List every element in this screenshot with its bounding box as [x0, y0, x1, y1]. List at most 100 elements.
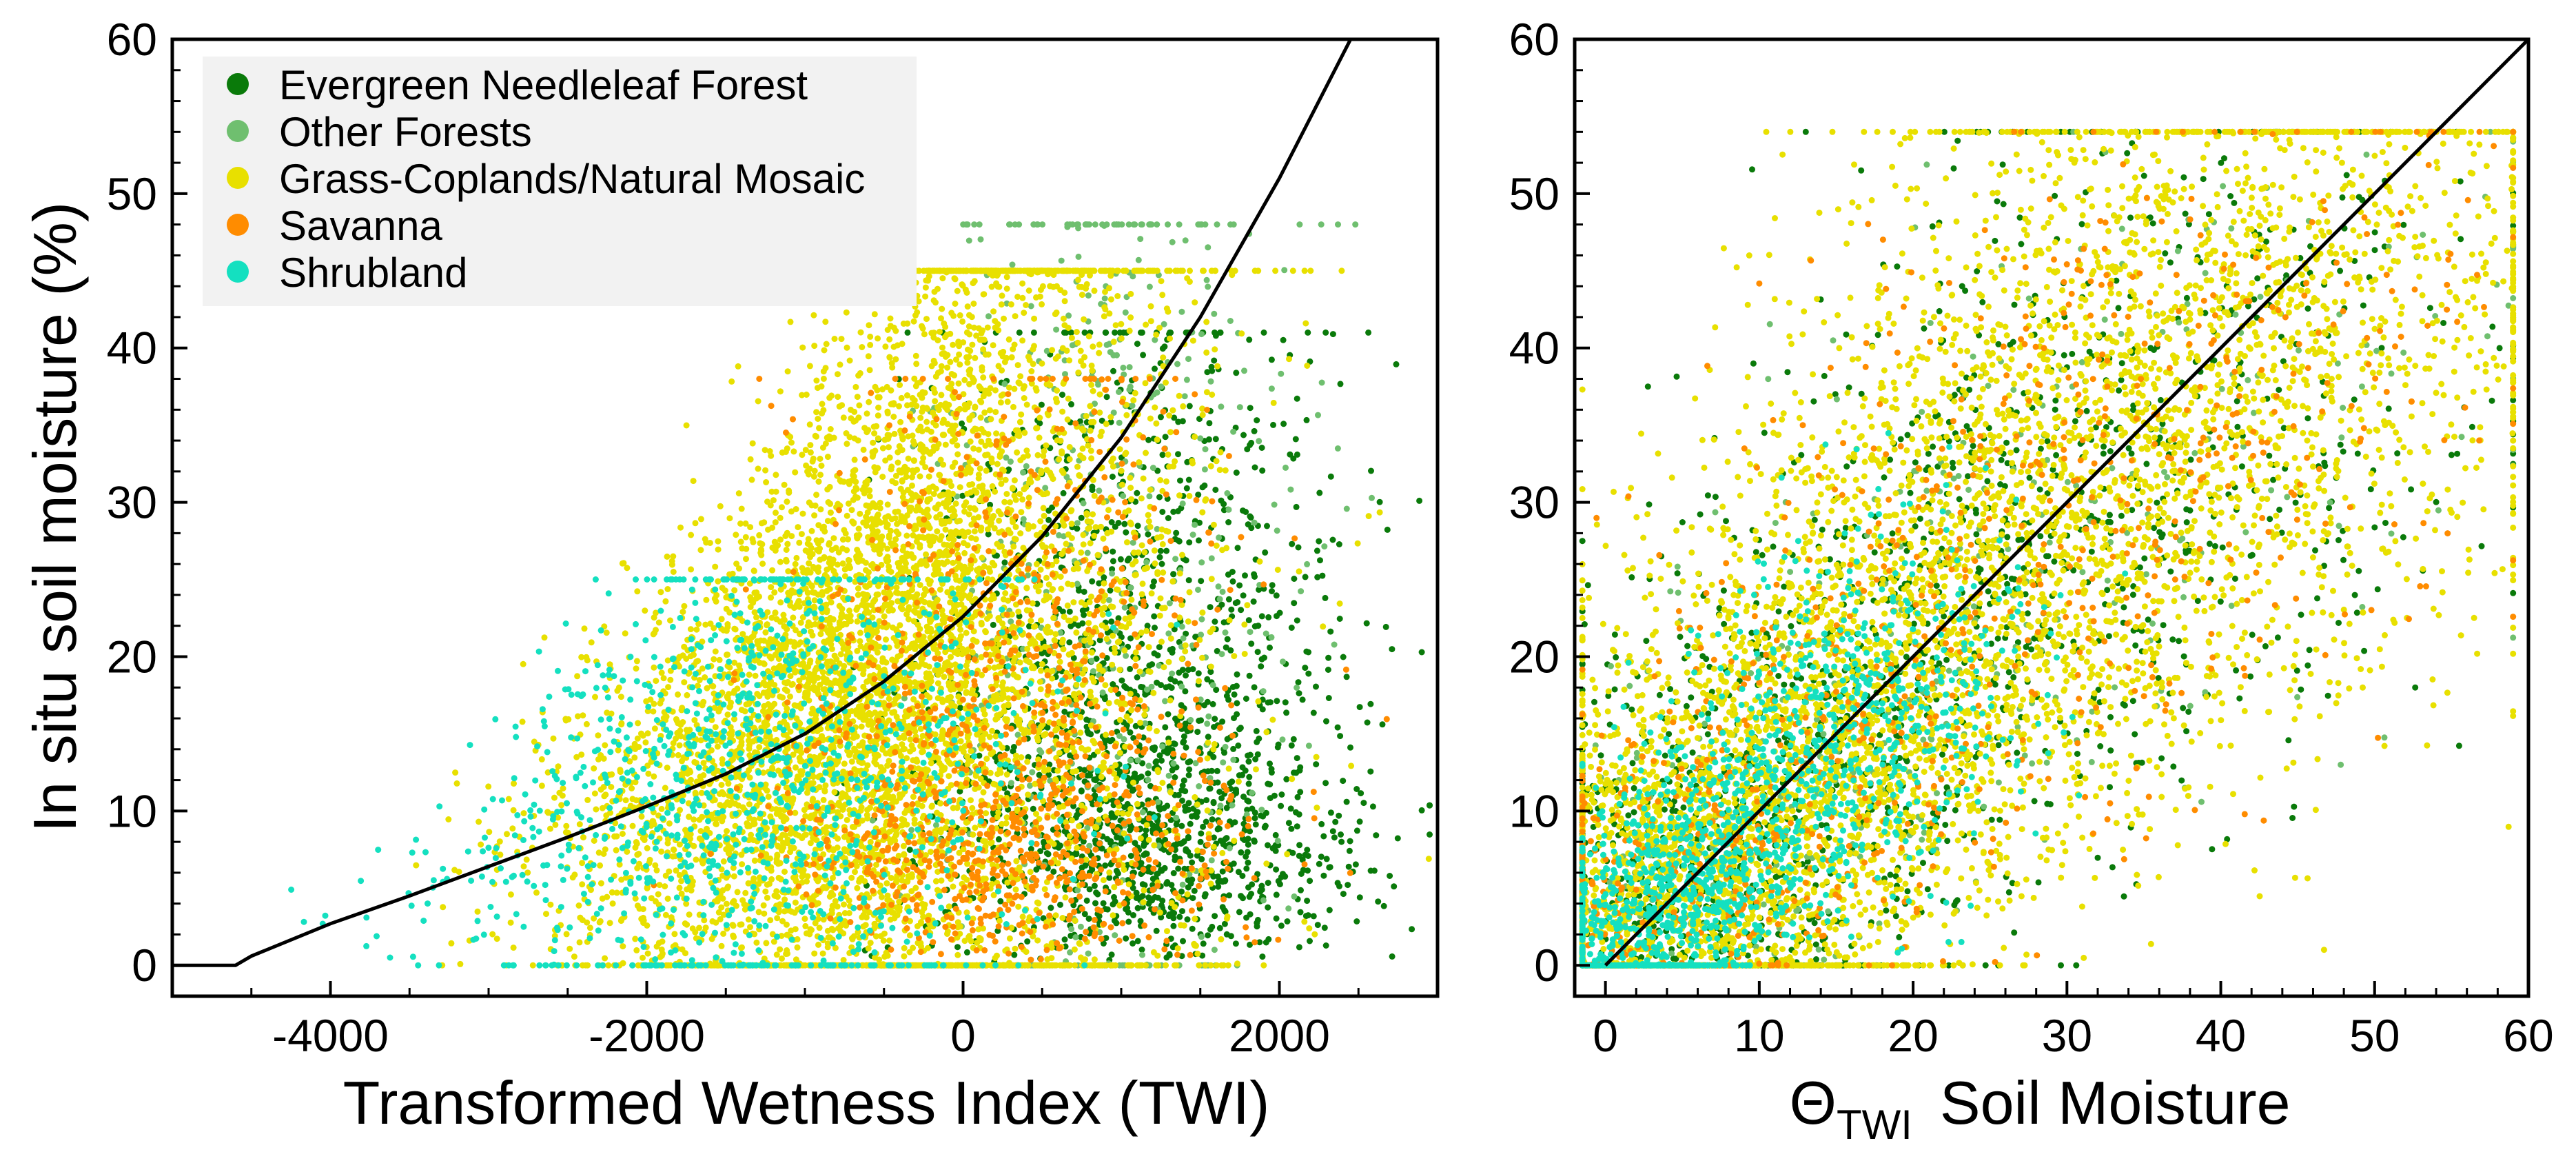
- left-data-point: [1329, 536, 1336, 543]
- left-data-point: [1208, 857, 1215, 864]
- left-data-point: [1100, 940, 1107, 947]
- left-data-point: [1223, 693, 1230, 699]
- left-data-point: [1139, 809, 1146, 816]
- left-data-point: [1251, 427, 1258, 434]
- left-data-point: [839, 560, 846, 567]
- left-data-point: [697, 516, 704, 523]
- left-data-point: [1167, 697, 1174, 704]
- left-data-point: [1081, 316, 1087, 323]
- left-data-point: [1053, 326, 1060, 333]
- left-data-point: [1243, 696, 1249, 702]
- left-data-point: [1416, 497, 1423, 504]
- left-data-point: [1072, 917, 1079, 924]
- left-data-point: [1141, 842, 1147, 849]
- left-data-point: [922, 284, 929, 291]
- left-data-point: [1118, 221, 1125, 228]
- left-data-point: [1065, 651, 1072, 658]
- left-data-point: [1170, 915, 1177, 922]
- left-data-point: [1176, 913, 1183, 920]
- left-data-point: [892, 472, 899, 479]
- left-data-point: [1098, 523, 1104, 530]
- left-data-point: [822, 319, 829, 325]
- left-data-point: [635, 962, 642, 969]
- left-data-point: [1054, 398, 1060, 405]
- left-data-point: [889, 709, 896, 716]
- left-data-point: [1256, 438, 1263, 445]
- left-data-point: [1223, 545, 1230, 552]
- left-data-point: [1146, 283, 1153, 290]
- left-data-point: [1294, 823, 1300, 830]
- left-data-point: [1029, 769, 1036, 776]
- left-data-point: [1290, 455, 1297, 462]
- left-data-point: [731, 625, 738, 632]
- left-data-point: [1356, 704, 1363, 711]
- left-data-point: [822, 365, 829, 372]
- left-data-point: [903, 532, 910, 539]
- left-data-point: [619, 831, 626, 837]
- left-data-point: [1195, 670, 1202, 677]
- left-data-point: [1189, 895, 1196, 902]
- left-data-point: [892, 327, 899, 334]
- left-data-point: [664, 586, 671, 592]
- left-data-point: [959, 420, 965, 427]
- left-data-point: [793, 554, 800, 561]
- left-data-point: [1239, 873, 1246, 879]
- left-data-point: [1154, 221, 1161, 228]
- left-data-point: [1318, 379, 1325, 386]
- left-data-point: [1179, 418, 1186, 425]
- left-data-point: [1180, 777, 1187, 784]
- left-data-point: [1165, 221, 1171, 228]
- left-data-point: [1224, 736, 1231, 742]
- left-data-point: [1106, 869, 1113, 876]
- left-data-point: [752, 672, 759, 679]
- left-data-point: [1141, 851, 1147, 858]
- left-data-point: [1126, 327, 1133, 334]
- left-data-point: [801, 916, 808, 922]
- left-data-point: [1115, 520, 1122, 526]
- left-data-point: [1127, 635, 1134, 642]
- left-data-point: [1021, 395, 1028, 401]
- left-data-point: [681, 603, 688, 609]
- left-data-point: [1338, 267, 1345, 274]
- left-data-point: [670, 569, 677, 575]
- left-data-point: [1133, 889, 1140, 896]
- left-data-point: [884, 501, 891, 508]
- left-data-point: [1080, 427, 1087, 434]
- left-data-point: [848, 758, 855, 765]
- left-data-point: [1170, 760, 1177, 767]
- left-data-point: [1166, 600, 1173, 607]
- left-data-point: [1036, 678, 1043, 685]
- left-data-point: [1189, 666, 1196, 673]
- left-data-point: [583, 720, 590, 727]
- left-data-point: [1331, 641, 1338, 648]
- left-data-point: [1227, 780, 1234, 787]
- left-data-point: [1030, 329, 1037, 336]
- left-data-point: [1158, 560, 1165, 567]
- left-data-point: [779, 504, 785, 511]
- left-data-point: [738, 505, 745, 512]
- left-data-point: [1127, 485, 1134, 491]
- left-data-point: [1183, 744, 1189, 751]
- left-data-point: [1157, 547, 1164, 554]
- left-data-point: [642, 607, 648, 614]
- left-data-point: [867, 940, 874, 947]
- left-data-point: [1042, 485, 1049, 492]
- left-data-point: [1001, 559, 1008, 566]
- left-data-point: [1212, 716, 1218, 722]
- left-data-point: [1169, 670, 1176, 677]
- left-data-point: [906, 616, 912, 623]
- left-data-point: [1252, 756, 1259, 762]
- left-data-point: [1394, 835, 1401, 842]
- left-data-point: [1024, 758, 1031, 765]
- left-data-point: [1207, 880, 1214, 887]
- left-data-point: [1260, 897, 1267, 904]
- left-data-point: [1079, 864, 1085, 871]
- left-data-point: [1291, 893, 1298, 900]
- left-data-point: [1088, 649, 1095, 656]
- left-data-point: [1345, 882, 1351, 889]
- left-data-point: [1199, 609, 1206, 616]
- left-data-point: [1172, 678, 1178, 685]
- left-data-point: [617, 694, 624, 700]
- left-data-point: [1234, 700, 1240, 707]
- left-data-point: [745, 916, 752, 923]
